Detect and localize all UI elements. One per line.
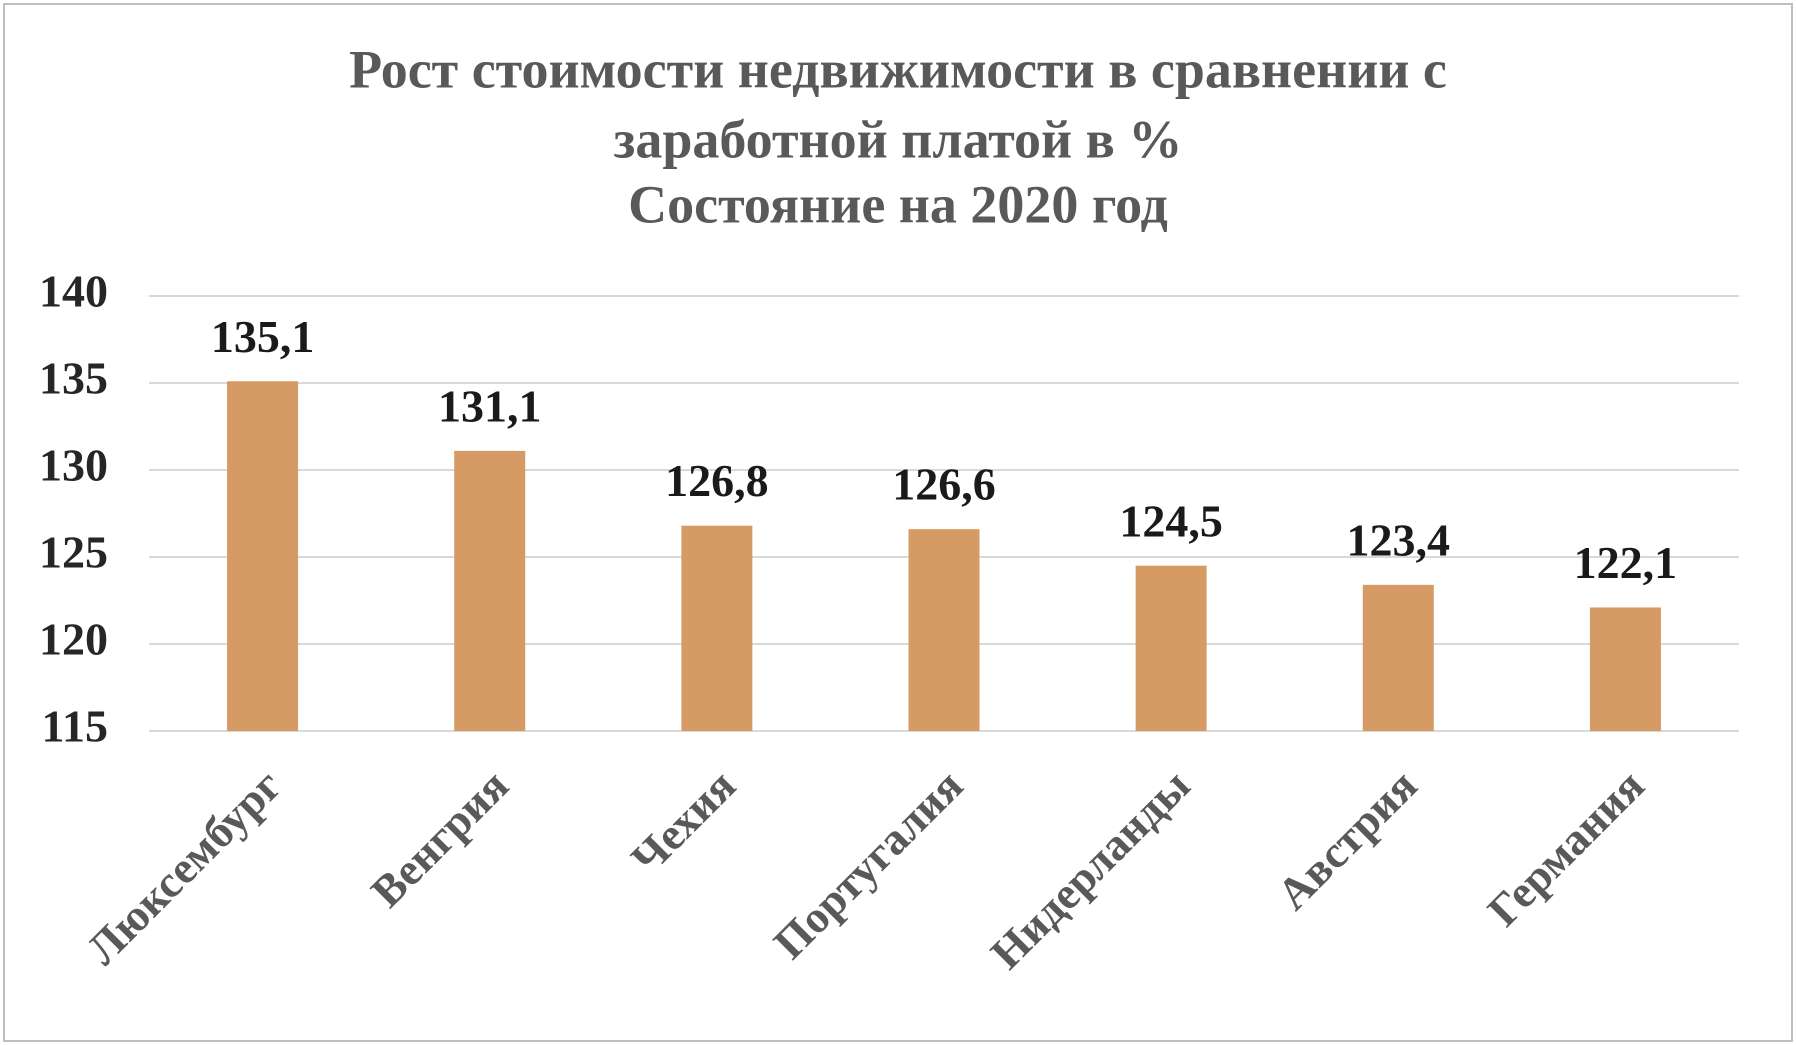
value-label: 122,1 <box>1574 537 1678 588</box>
chart-border <box>3 3 1793 1042</box>
bar <box>681 525 753 731</box>
bar <box>1135 565 1207 731</box>
bar <box>227 381 299 731</box>
y-tick-label: 115 <box>42 701 108 752</box>
bar <box>1362 584 1434 731</box>
y-tick-label: 125 <box>39 527 108 578</box>
value-label: 126,8 <box>665 455 769 506</box>
y-tick-label: 135 <box>39 353 108 404</box>
y-tick-label: 120 <box>39 614 108 665</box>
chart-title: заработной платой в % <box>614 109 1183 169</box>
y-tick-label: 140 <box>39 266 108 317</box>
value-label: 123,4 <box>1347 514 1451 565</box>
bar <box>454 450 526 731</box>
chart-title: Состояние на 2020 год <box>628 174 1168 234</box>
chart-title: Рост стоимости недвижимости в сравнении … <box>349 39 1447 99</box>
bar <box>1589 607 1661 731</box>
value-label: 135,1 <box>211 311 315 362</box>
value-label: 131,1 <box>438 380 542 431</box>
bar <box>908 529 980 731</box>
value-label: 126,6 <box>892 459 996 510</box>
value-label: 124,5 <box>1119 495 1223 546</box>
y-tick-label: 130 <box>39 440 108 491</box>
